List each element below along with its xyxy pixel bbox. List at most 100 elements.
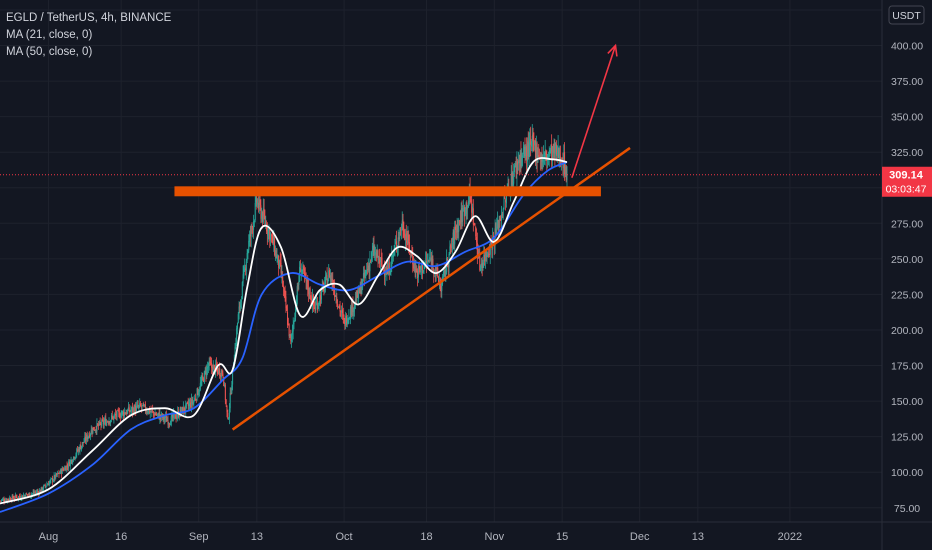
candle-body: [528, 142, 530, 157]
candle-body: [271, 234, 273, 236]
candle-body: [123, 411, 125, 417]
candle-body: [46, 484, 48, 487]
candle-body: [511, 173, 513, 185]
candle-body: [505, 199, 507, 203]
candle-body: [505, 192, 507, 204]
candle-body: [250, 225, 252, 237]
candle-body: [431, 257, 433, 265]
candle-body: [461, 208, 463, 223]
candle-body: [397, 237, 399, 247]
candle-body: [536, 143, 538, 162]
candle-body: [218, 368, 220, 373]
price-tick-label: 75.00: [894, 503, 920, 515]
candle-body: [228, 418, 230, 420]
candle-body: [28, 493, 30, 495]
candle-body: [265, 222, 267, 226]
candle-body: [70, 459, 72, 462]
candle-body: [26, 493, 28, 495]
candle-body: [254, 203, 256, 221]
candle-body: [125, 412, 127, 415]
candle-body: [31, 494, 32, 496]
candle-body: [49, 480, 51, 483]
candle-body: [212, 365, 214, 373]
candle-body: [169, 423, 171, 425]
candle-body: [199, 390, 200, 392]
candle-body: [108, 420, 110, 424]
candle-body: [516, 161, 518, 175]
symbol-title[interactable]: EGLD / TetherUS, 4h, BINANCE: [6, 12, 172, 24]
candle-body: [442, 271, 444, 277]
candle-body: [435, 267, 437, 273]
candle-body: [253, 220, 255, 223]
candle-body: [222, 373, 224, 377]
price-axis[interactable]: 75.00 100.00 125.00 150.00 175.00 200.00 225.0…: [881, 0, 932, 550]
candle-body: [232, 367, 234, 385]
candle-body: [421, 264, 423, 274]
candle-body: [176, 416, 178, 418]
candle-body: [58, 472, 60, 475]
ma50-label[interactable]: MA (50, close, 0): [6, 46, 93, 58]
candle-body: [430, 258, 431, 260]
candle-body: [556, 144, 557, 156]
candle-body: [264, 216, 266, 224]
candle-body: [519, 153, 521, 164]
candle-body: [421, 264, 423, 270]
candle-body: [474, 223, 476, 226]
candle-body: [307, 279, 309, 290]
candle-body: [495, 229, 497, 234]
candle-body: [183, 407, 185, 411]
candle-body: [180, 409, 182, 413]
candle-body: [394, 244, 396, 249]
candle-body: [386, 269, 388, 276]
candle-body: [97, 423, 99, 425]
candle-body: [156, 414, 158, 416]
candle-body: [400, 229, 402, 231]
candle-body: [454, 227, 456, 245]
candle-body: [148, 408, 150, 414]
candle-body: [543, 152, 545, 160]
time-tick-label: 18: [420, 531, 432, 543]
candle-body: [466, 202, 468, 210]
candle-body: [267, 228, 269, 236]
candle-body: [391, 254, 393, 267]
time-axis[interactable]: Aug 16 Sep 13 Oct 18 Nov 15 Dec 13 2022: [0, 521, 932, 543]
candle-body: [47, 484, 49, 486]
candle-body: [234, 346, 236, 363]
candle-body: [462, 209, 464, 221]
candle-body: [484, 251, 486, 262]
candle-body: [451, 242, 453, 248]
candle-body: [354, 304, 356, 309]
candle-body: [476, 237, 478, 243]
candle-body: [338, 305, 340, 307]
candle-body: [379, 258, 381, 264]
price-tick-label: 125.00: [891, 432, 923, 444]
candle-body: [292, 324, 294, 332]
candle-body: [52, 478, 53, 482]
candle-body: [78, 448, 80, 452]
candle-body: [18, 496, 20, 499]
candle-body: [524, 146, 526, 157]
countdown-label: 03:03:47: [886, 184, 927, 196]
time-tick-label: 16: [115, 531, 127, 543]
candle-body: [522, 155, 524, 157]
ma21-label[interactable]: MA (21, close, 0): [6, 29, 93, 41]
candle-body: [350, 306, 352, 319]
candle-body: [449, 246, 451, 255]
candle-body: [348, 317, 350, 319]
candle-body: [542, 158, 544, 163]
candle-body: [530, 138, 532, 145]
candle-body: [165, 416, 167, 419]
candle-body: [295, 305, 297, 318]
candle-body: [395, 241, 397, 245]
candle-body: [369, 260, 371, 272]
candle-body: [433, 268, 435, 274]
price-tick-label: 275.00: [891, 218, 923, 230]
candle-body: [492, 236, 494, 249]
candle-body: [77, 449, 79, 452]
candle-body: [22, 495, 24, 498]
candle-body: [223, 376, 225, 387]
candle-body: [154, 413, 156, 416]
candle-body: [414, 261, 416, 272]
candle-body: [116, 410, 118, 418]
